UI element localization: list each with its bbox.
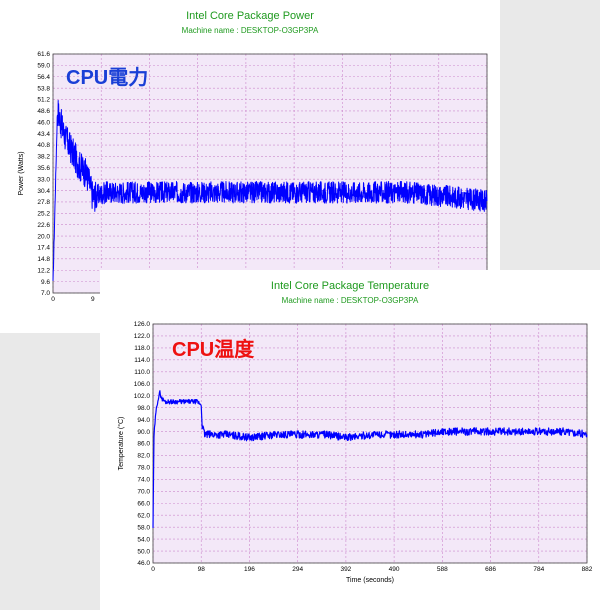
y-tick-label: 114.0: [134, 357, 150, 364]
y-tick-label: 110.0: [134, 369, 150, 376]
y-tick-label: 48.6: [37, 108, 50, 115]
y-tick-label: 50.0: [137, 548, 150, 555]
temperature-chart-panel: Intel Core Package Temperature Machine n…: [100, 270, 600, 610]
y-tick-label: 70.0: [137, 489, 150, 496]
y-tick-label: 82.0: [137, 453, 150, 460]
x-tick-label: 98: [198, 566, 206, 573]
y-axis-label: Temperature (°C): [117, 417, 125, 471]
x-tick-label: 9: [91, 296, 95, 303]
x-tick-label: 490: [389, 566, 400, 573]
y-tick-label: 126.0: [134, 321, 151, 328]
y-tick-label: 38.2: [37, 154, 50, 161]
x-axis-label: Time (seconds): [346, 577, 394, 584]
y-tick-label: 30.4: [37, 188, 50, 195]
temperature-chart-svg: 126.0 122.0 118.0 114.0 110.0 106.0 102.0 98.0 9…: [117, 321, 593, 584]
x-tick-label: 392: [340, 566, 351, 573]
y-tick-label: 46.0: [137, 560, 150, 567]
y-tick-label: 46.0: [37, 119, 50, 126]
series-line: [152, 390, 588, 528]
x-tick-label: 686: [485, 566, 496, 573]
x-tick-label: 0: [51, 296, 55, 303]
y-tick-label: 20.0: [37, 233, 50, 240]
y-tick-label: 94.0: [137, 417, 150, 424]
y-tick-label: 86.0: [137, 441, 150, 448]
y-tick-label: 61.6: [37, 51, 50, 58]
y-tick-label: 56.4: [37, 74, 50, 81]
y-tick-label: 58.0: [137, 524, 150, 531]
y-tick-label: 25.2: [37, 211, 50, 218]
x-tick-label: 588: [437, 566, 448, 573]
plot-area: [53, 54, 487, 293]
plot-border: [152, 323, 588, 564]
y-axis-label: Power (Watts): [18, 151, 25, 195]
y-tick-label: 78.0: [137, 465, 150, 472]
y-tick-label: 12.2: [37, 267, 50, 274]
y-tick-label: 62.0: [137, 512, 150, 519]
x-tick-label: 784: [533, 566, 544, 573]
y-tick-label: 51.2: [37, 97, 50, 104]
x-tick-label: 294: [292, 566, 303, 573]
overlay-label: CPU温度: [172, 337, 255, 361]
y-tick-label: 9.6: [41, 279, 50, 286]
y-tick-label: 7.0: [41, 290, 50, 297]
temperature-chart-title: Intel Core Package Temperature: [270, 280, 430, 292]
overlay-label: CPU電力: [66, 66, 148, 89]
y-tick-label: 17.4: [37, 245, 50, 252]
y-tick-label: 27.8: [37, 199, 50, 206]
y-tick-label: 33.0: [37, 176, 50, 183]
y-tick-label: 66.0: [137, 500, 150, 507]
y-tick-label: 74.0: [137, 477, 150, 484]
power-chart-svg: 61.6 59.0 56.4 53.8 51.2 48.6 46.0 43.4 40.8 38.2…: [18, 51, 488, 303]
temperature-chart-subtitle: Machine name : DESKTOP-O3GP3PA: [281, 296, 419, 305]
y-tick-label: 22.6: [37, 222, 50, 229]
y-tick-label: 118.0: [134, 345, 150, 352]
y-tick-label: 90.0: [137, 429, 150, 436]
y-tick-label: 106.0: [134, 381, 151, 388]
x-tick-label: 196: [244, 566, 255, 573]
y-tick-label: 54.0: [137, 536, 150, 543]
y-tick-label: 102.0: [134, 393, 151, 400]
x-tick-label: 882: [582, 566, 593, 573]
y-tick-label: 35.6: [37, 165, 50, 172]
y-tick-label: 98.0: [137, 405, 150, 412]
power-chart-subtitle: Machine name : DESKTOP-O3GP3PA: [181, 26, 319, 35]
y-tick-label: 59.0: [37, 63, 50, 70]
y-tick-label: 14.8: [37, 256, 50, 263]
y-tick-label: 53.8: [37, 85, 50, 92]
power-chart-title: Intel Core Package Power: [186, 10, 314, 22]
y-tick-label: 40.8: [37, 142, 50, 149]
y-tick-label: 122.0: [134, 333, 151, 340]
y-tick-label: 43.4: [37, 131, 50, 138]
x-tick-label: 0: [151, 566, 155, 573]
series-line: [52, 100, 488, 281]
